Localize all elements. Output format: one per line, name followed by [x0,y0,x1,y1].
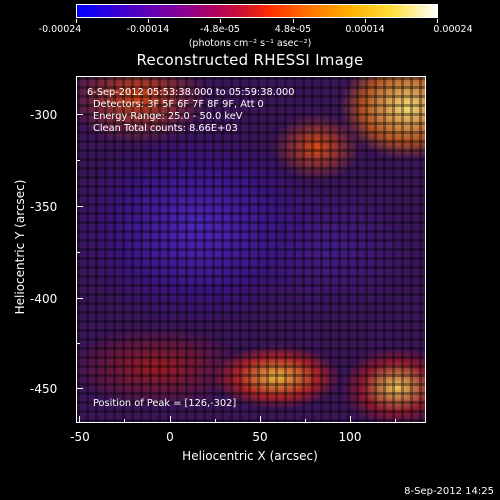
colorbar-label: -0.00014 [126,24,170,35]
x-tick-label: 100 [338,430,362,444]
peak-position: Position of Peak = [126,-302] [93,398,237,409]
x-tick-label: -50 [70,430,90,444]
method-counts: Clean Total counts: 8.66E+03 [93,123,238,134]
image-title: Reconstructed RHESSI Image [136,51,364,69]
colorbar-label: -4.8e-05 [200,24,240,35]
colorbar-label: 0.00024 [433,24,473,35]
colorbar [76,4,438,18]
x-tick [170,416,171,423]
y-minor-tick [76,252,80,253]
y-tick-label: -400 [30,292,58,306]
colorbar-label: 4.8e-05 [274,24,312,35]
colorbar-tick [148,19,149,23]
colorbar-tick [437,19,438,23]
y-minor-tick [76,343,80,344]
time-range: 6-Sep-2012 05:53:38.000 to 05:59:38.000 [87,87,295,98]
y-axis-title: Heliocentric Y (arcsec) [13,179,27,315]
x-minor-tick [305,419,306,423]
x-tick [350,416,351,423]
rhessi-image[interactable]: 6-Sep-2012 05:53:38.000 to 05:59:38.000 … [76,76,426,423]
x-tick [79,416,80,423]
colorbar-tick [220,19,221,23]
y-tick [76,206,83,207]
y-tick-label: -300 [30,108,58,122]
colorbar-units: (photons cm⁻² s⁻¹ asec⁻²) [188,38,312,49]
colorbar-label: -0.00024 [38,24,82,35]
y-tick [76,388,83,389]
detectors: Detectors: 3F 5F 6F 7F 8F 9F, Att 0 [93,99,264,110]
y-tick-label: -450 [30,382,58,396]
x-minor-tick [124,419,125,423]
x-minor-tick [395,419,396,423]
energy-range: Energy Range: 25.0 - 50.0 keV [93,111,243,122]
x-tick [260,416,261,423]
y-minor-tick [76,160,80,161]
x-tick-label: 50 [252,430,268,444]
colorbar-tick [365,19,366,23]
x-axis-title: Heliocentric X (arcsec) [182,449,318,463]
colorbar-label: 0.00014 [345,24,385,35]
y-tick-label: -350 [30,200,58,214]
colorbar-tick [76,19,77,23]
y-tick [76,298,83,299]
timestamp: 8-Sep-2012 14:25 [404,486,494,497]
y-tick [76,114,83,115]
x-tick-label: 0 [166,430,174,444]
colorbar-tick [293,19,294,23]
x-minor-tick [215,419,216,423]
